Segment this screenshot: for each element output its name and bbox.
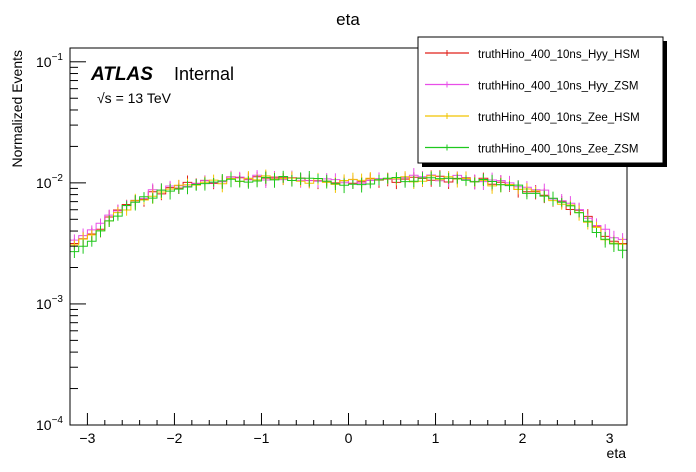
legend-box [417,36,664,164]
histogram-line [70,176,627,253]
series-truthHino_400_10ns_Zee_ZSM [70,170,627,259]
x-tick-label: −3 [79,430,95,446]
legend-entry: truthHino_400_10ns_Hyy_ZSM [425,81,638,93]
energy-value: = 13 TeV [112,90,172,106]
series-layer [70,168,627,259]
x-tick-label: 1 [432,430,440,446]
legend-label: truthHino_400_10ns_Zee_HSM [478,112,640,124]
legend-entry: truthHino_400_10ns_Zee_HSM [425,112,640,124]
legend: truthHino_400_10ns_Hyy_HSM truthHino_400_… [417,36,667,167]
y-axis-label: Normalized Events [9,50,25,168]
chart-title: eta [336,10,360,29]
axes-layer: −3 −2 −1 0 1 2 3 10−1 10−2 10−3 10−4 [36,52,614,446]
internal-label: Internal [174,64,234,84]
sqrt-s-symbol: √s [97,90,112,106]
atlas-label: ATLAS [90,64,153,85]
legend-entry: truthHino_400_10ns_Zee_ZSM [425,144,638,156]
energy-annotation: √s = 13 TeV [97,90,172,106]
y-tick-label: 10−1 [36,52,63,70]
y-tick-label: 10−4 [36,415,63,433]
legend-entry: truthHino_400_10ns_Hyy_HSM [425,49,640,61]
y-tick-label: 10−3 [36,294,63,312]
legend-entries: truthHino_400_10ns_Hyy_HSM truthHino_400_… [425,49,640,156]
x-tick-label: 2 [519,430,527,446]
legend-label: truthHino_400_10ns_Zee_ZSM [478,144,638,156]
legend-label: truthHino_400_10ns_Hyy_ZSM [478,81,638,93]
x-tick-label: 0 [345,430,353,446]
x-tick-label: 3 [606,430,614,446]
y-tick-label: 10−2 [36,173,63,191]
x-tick-label: −1 [253,430,269,446]
x-tick-label: −2 [166,430,182,446]
legend-label: truthHino_400_10ns_Hyy_HSM [478,49,640,61]
x-axis-label: eta [607,445,627,461]
